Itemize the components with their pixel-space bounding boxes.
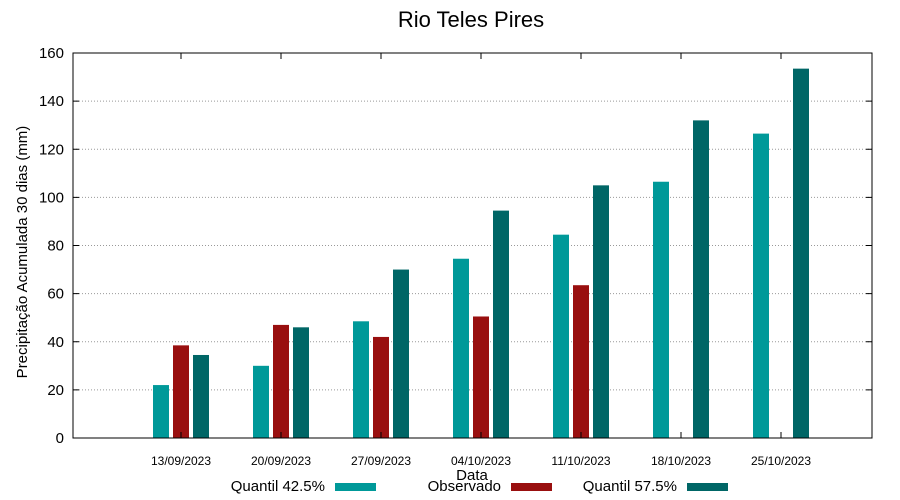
x-tick-label: 20/09/2023	[251, 454, 311, 468]
bar	[393, 269, 409, 438]
x-tick-label: 27/09/2023	[351, 454, 411, 468]
legend-swatch	[335, 483, 376, 491]
bar	[173, 345, 189, 438]
bar	[353, 321, 369, 438]
grid-lines	[73, 100, 872, 391]
x-tick-label: 13/09/2023	[151, 454, 211, 468]
y-axis-label: Precipitação Acumulada 30 dias (mm)	[14, 126, 31, 379]
y-axis-ticks: 0 20 40 60 80 100 120 140 160	[39, 45, 872, 447]
x-axis-label: Data	[456, 467, 488, 484]
legend-label: Quantil 42.5%	[231, 478, 325, 495]
legend-swatch	[687, 483, 728, 491]
legend-swatch	[511, 483, 552, 491]
x-axis-ticks: 13/09/2023 20/09/2023 27/09/2023 04/10/2023…	[151, 53, 811, 468]
legend-label: Observado	[428, 478, 501, 495]
x-tick-label: 18/10/2023	[651, 454, 711, 468]
y-tick-label: 80	[47, 238, 64, 255]
bars	[153, 68, 809, 438]
bar	[573, 285, 589, 438]
y-tick-label: 120	[39, 141, 64, 158]
y-tick-label: 160	[39, 45, 64, 62]
bar	[253, 365, 269, 438]
legend-label: Quantil 57.5%	[583, 478, 677, 495]
y-tick-label: 0	[56, 430, 64, 447]
bar	[373, 336, 389, 438]
y-tick-label: 100	[39, 189, 64, 206]
bar	[793, 68, 809, 438]
bar	[193, 354, 209, 438]
bar	[293, 327, 309, 438]
bar	[753, 133, 769, 438]
y-tick-label: 60	[47, 286, 64, 303]
bar	[273, 324, 289, 438]
x-tick-label: 04/10/2023	[451, 454, 511, 468]
x-tick-label: 25/10/2023	[751, 454, 811, 468]
bar	[593, 185, 609, 438]
bar	[493, 210, 509, 438]
bar	[693, 120, 709, 438]
bar	[553, 234, 569, 438]
bar	[653, 181, 669, 438]
chart-title: Rio Teles Pires	[398, 7, 544, 32]
bar	[473, 316, 489, 438]
y-tick-label: 20	[47, 382, 64, 399]
bar	[153, 385, 169, 438]
y-tick-label: 140	[39, 93, 64, 110]
bar	[453, 258, 469, 438]
y-tick-label: 40	[47, 334, 64, 351]
x-tick-label: 11/10/2023	[551, 454, 610, 468]
legend: Quantil 42.5% Observado Quantil 57.5%	[231, 478, 728, 495]
